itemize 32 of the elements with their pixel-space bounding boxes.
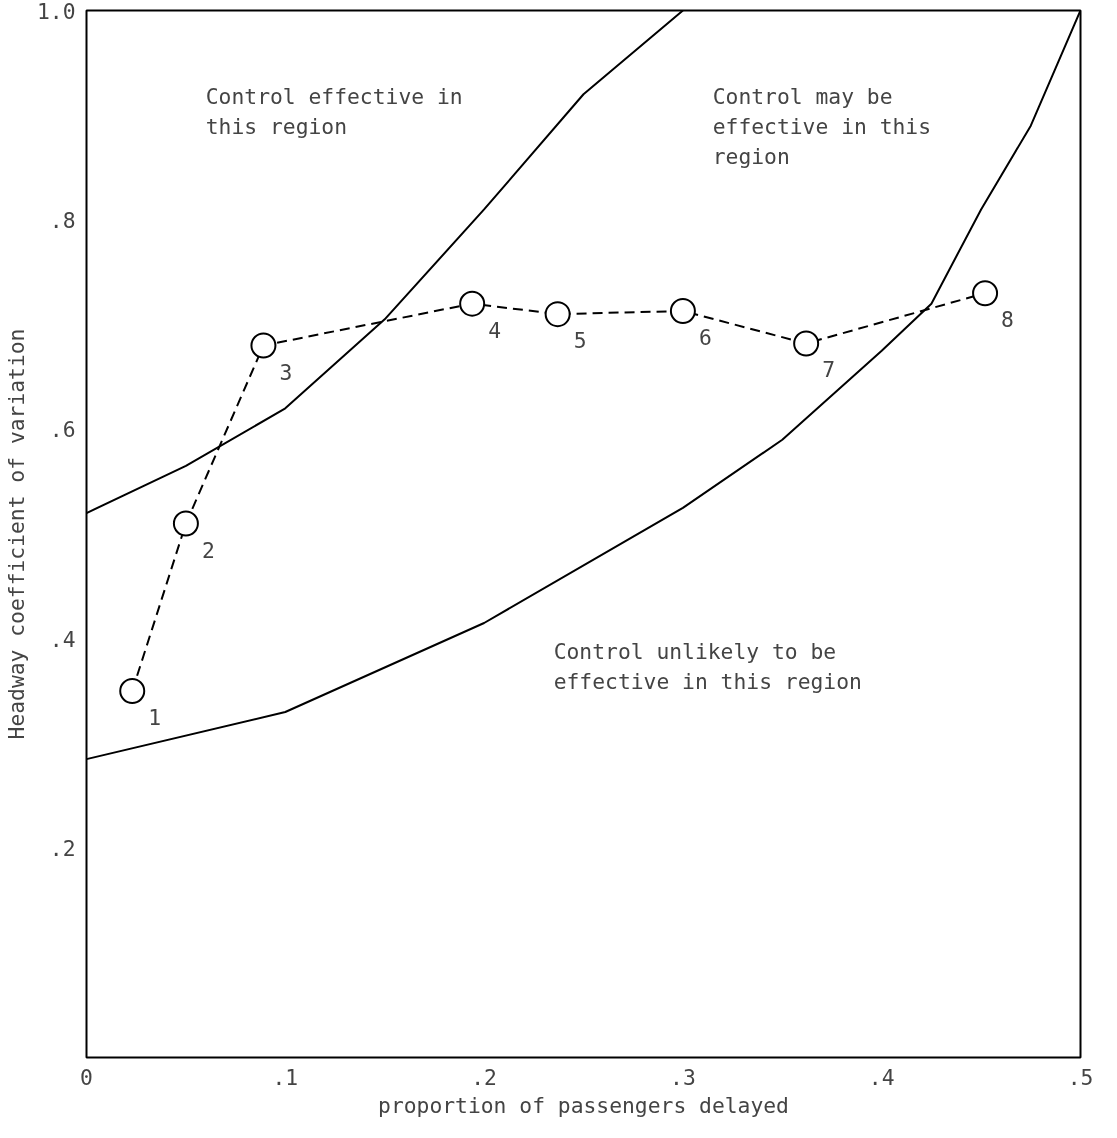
- point: [544, 301, 571, 328]
- annotation: 3: [279, 359, 293, 385]
- point: [669, 298, 696, 324]
- x-tick-label: .5: [1067, 1064, 1094, 1090]
- annotation: Control effective in this region: [205, 83, 463, 139]
- point: [793, 330, 820, 357]
- y-tick-label: .4: [49, 626, 76, 652]
- point: [459, 290, 486, 317]
- annotation: 1: [148, 705, 162, 731]
- annotation: Control unlikely to be effective in this region: [553, 638, 862, 694]
- annotation: 7: [822, 357, 835, 383]
- annotation: Control may be effective in this region: [712, 83, 932, 169]
- annotation: 4: [488, 317, 502, 343]
- point: [119, 678, 146, 705]
- y-axis-title: Headway coefficient of variation: [3, 328, 29, 740]
- x-tick-label: .1: [272, 1064, 299, 1090]
- y-tick-label: 1.0: [36, 0, 76, 24]
- y-tick-label: .6: [49, 417, 76, 443]
- point: [972, 280, 999, 307]
- annotation: 6: [698, 324, 712, 350]
- x-tick-label: .2: [471, 1064, 497, 1090]
- x-tick-label: .3: [670, 1064, 696, 1090]
- annotation: 5: [573, 328, 587, 354]
- y-tick-label: .2: [49, 836, 76, 862]
- y-tick-label: .8: [49, 207, 76, 233]
- annotation: 8: [1001, 307, 1014, 333]
- x-axis-title: proportion of passengers delayed: [378, 1092, 789, 1118]
- x-tick-label: 0: [80, 1064, 93, 1090]
- point: [250, 332, 277, 359]
- x-tick-label: .4: [868, 1064, 895, 1090]
- point: [172, 510, 199, 537]
- annotation: 2: [201, 537, 215, 563]
